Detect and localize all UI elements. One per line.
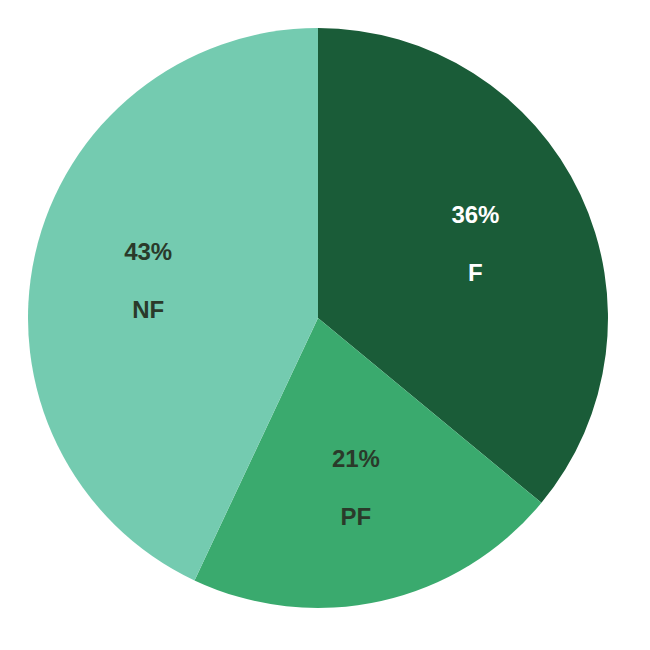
svg-text:F: F (468, 259, 483, 286)
svg-text:43%: 43% (124, 238, 172, 265)
svg-text:21%: 21% (332, 445, 380, 472)
svg-text:36%: 36% (451, 201, 499, 228)
svg-text:NF: NF (132, 296, 164, 323)
svg-text:PF: PF (341, 503, 372, 530)
